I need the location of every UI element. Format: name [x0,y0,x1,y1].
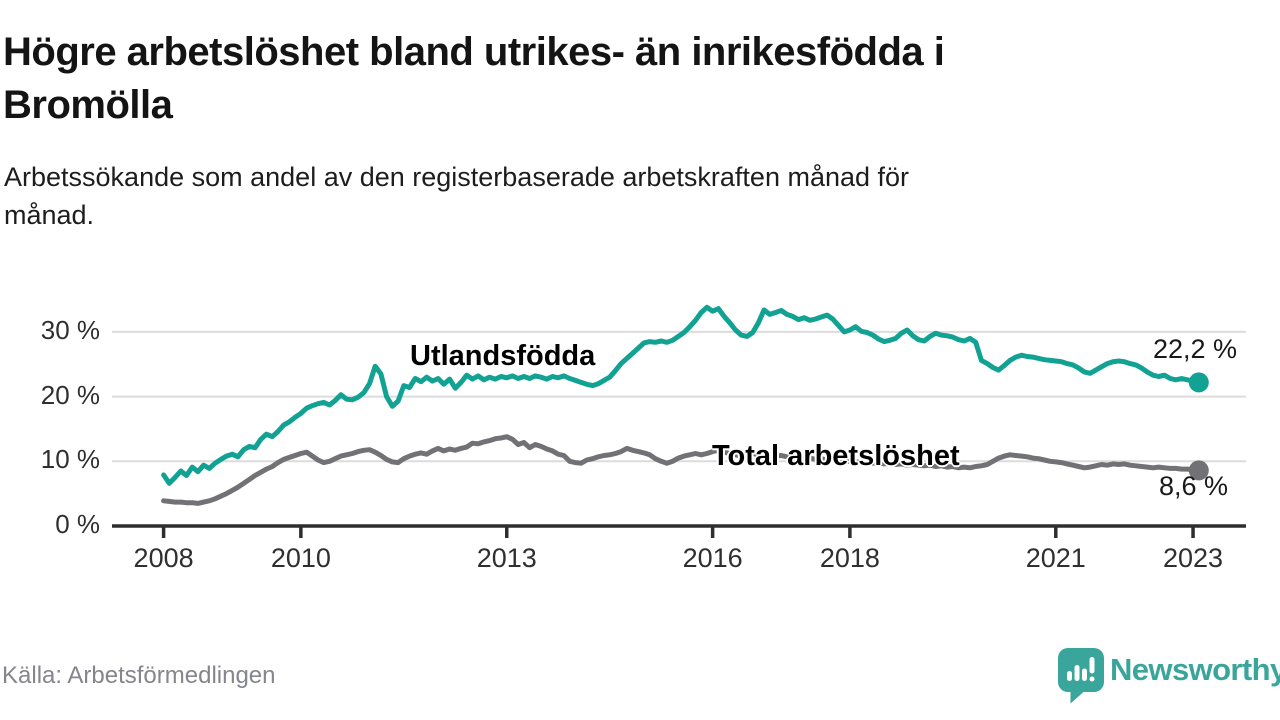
series-line-total [161,434,1202,506]
end-value-label-total: 8,6 % [1159,471,1229,501]
x-tick-label: 2021 [1025,543,1086,573]
logo-bar-3 [1082,668,1087,681]
y-tick-label: 20 % [40,379,100,410]
newsworthy-wordmark: Newsworthy [1110,652,1280,687]
logo-exclamation-dot [1089,676,1095,682]
x-tick-label: 2023 [1163,543,1224,573]
x-tick-label: 2010 [270,543,331,573]
newsworthy-logo-icon [1058,648,1104,704]
y-tick-label: 30 % [40,314,100,345]
logo-exclamation-stem [1089,657,1095,674]
x-tick-label: 2013 [476,543,537,573]
newsworthy-logo: Newsworthy [1056,646,1280,706]
logo-bar-2 [1074,665,1080,681]
x-tick-label: 2018 [819,543,880,573]
series-label-total-arbetsloshet: Total arbetslöshet [712,440,960,472]
end-dot-total [1188,460,1209,481]
y-tick-label: 10 % [40,444,100,475]
x-tick-label: 2008 [133,543,194,573]
series-label-utlandsfodda: Utlandsfödda [410,340,596,372]
page-title: Högre arbetslöshet bland utrikes- än inr… [3,30,945,127]
end-value-label-utlandsfodda: 22,2 % [1153,334,1238,364]
x-tick-label: 2016 [682,543,743,573]
logo-bubble-shape [1058,648,1104,704]
end-dot-utlandsfodda [1188,372,1209,393]
series-line-utlandsfodda [161,304,1202,486]
logo-bar-1 [1067,671,1072,681]
y-tick-label: 0 % [55,509,100,539]
page-subtitle: Arbetssökande som andel av den registerb… [4,162,910,230]
source-note: Källa: Arbetsförmedlingen [2,662,276,689]
